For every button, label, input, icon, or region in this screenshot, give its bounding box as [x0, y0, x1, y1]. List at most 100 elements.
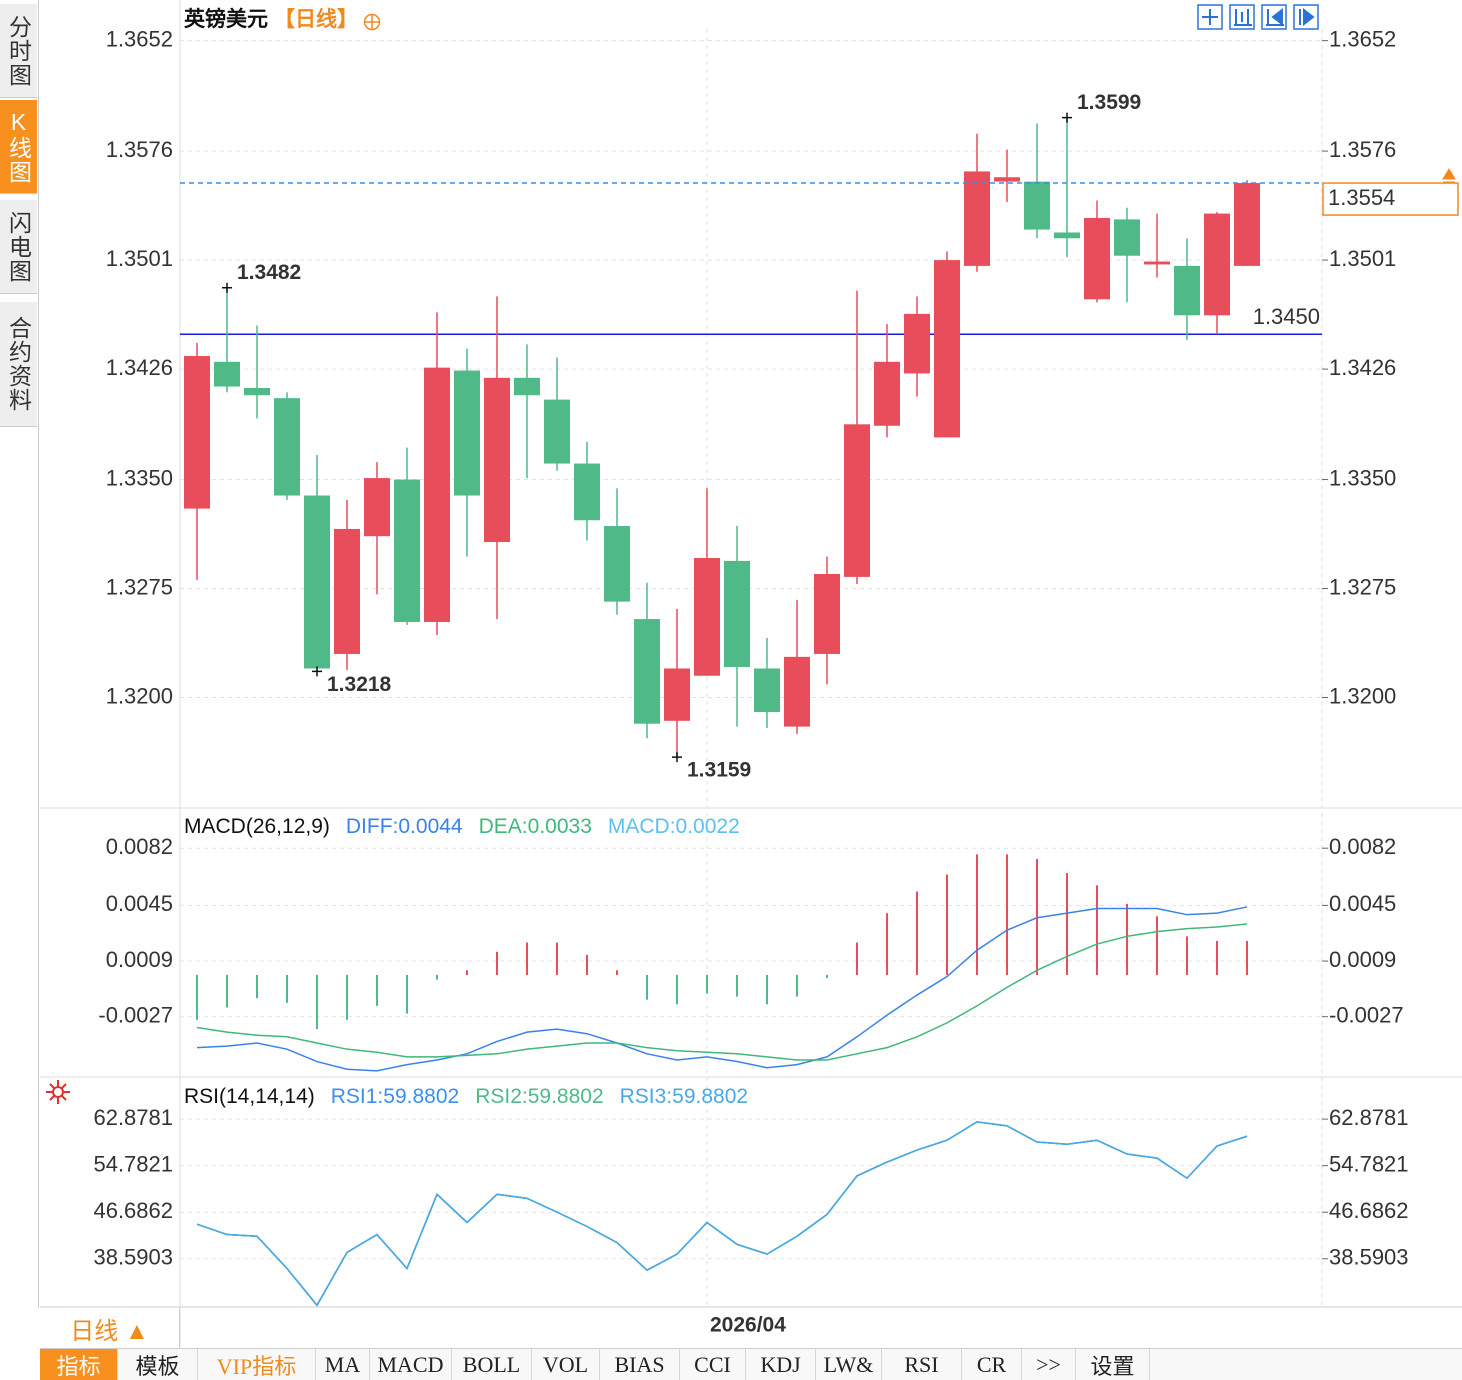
y-tick-label: -0.0027 [98, 1003, 173, 1028]
sidebar: 分时图 K线图 闪电图 合约资料 [0, 0, 39, 1308]
legend-entry: RSI2:59.8802 [475, 1085, 603, 1108]
zoom-icon-glyph [1202, 9, 1218, 25]
candle-body [214, 361, 240, 387]
sidebar-tab[interactable]: 闪电图 [0, 200, 37, 294]
indicator-toolbar: 指标 模板 VIP指标 MA MACD BOLL VOL BIAS CCI KD… [40, 1348, 1462, 1380]
forward-icon-glyph [1299, 7, 1315, 27]
panel-header: MACD(26,12,9) DIFF:0.0044 DEA:0.0033 MACD:0… [184, 815, 740, 838]
candle-body [1084, 217, 1110, 300]
y-tick-label: 1.3350 [106, 465, 173, 490]
y-tick-label: 1.3652 [106, 26, 173, 51]
extreme-marker [672, 752, 682, 763]
y-tick-label: 0.0045 [106, 891, 173, 916]
extreme-label: 1.3218 [327, 673, 392, 696]
x-tick-label: 2026/04 [710, 1314, 786, 1337]
candle-body [1054, 232, 1080, 239]
last-price-arrow [1442, 168, 1456, 183]
toolbar-tab[interactable]: BIAS [600, 1349, 680, 1380]
y2-tick-label: 1.3275 [1329, 574, 1396, 599]
candle-icon-glyph [1234, 9, 1252, 26]
y-tick-label: 0.0082 [106, 834, 173, 859]
toolbar-tab[interactable]: RSI [882, 1349, 962, 1380]
y-tick-label: 1.3501 [106, 246, 173, 271]
title: MACD(26,12,9) [184, 815, 330, 838]
icon-rays [46, 1080, 70, 1104]
toolbar-tab[interactable]: CCI [680, 1349, 746, 1380]
candle-body [904, 313, 930, 374]
last-price-tag [1322, 182, 1459, 216]
toolbar-icons[interactable] [1197, 4, 1319, 30]
toolbar-tab[interactable]: LW& [816, 1349, 882, 1380]
sidebar-tab[interactable]: 分时图 [0, 4, 37, 98]
sidebar-tab[interactable]: 合约资料 [0, 302, 37, 427]
subtitle: 【日线】 [274, 7, 358, 31]
toolbar-tab[interactable]: BOLL [452, 1349, 532, 1380]
last-price-label: 1.3554 [1328, 185, 1395, 210]
y2-tick-label: 0.0009 [1329, 947, 1396, 972]
toolbar-tab[interactable]: MA [316, 1349, 370, 1380]
toolbar-tab[interactable]: 模板 [118, 1349, 198, 1380]
candle-body [604, 526, 630, 602]
candle-body [364, 478, 390, 537]
toolbar-tab[interactable]: VIP指标 [198, 1349, 316, 1380]
candle-body [1114, 219, 1140, 256]
legend-entry: DIFF:0.0044 [346, 815, 463, 838]
extreme-label: 1.3482 [237, 261, 301, 284]
y-tick-label: 46.6862 [93, 1198, 173, 1223]
extreme-marker [222, 282, 232, 293]
candle-body [1024, 181, 1050, 230]
y-tick-label: 62.8781 [93, 1105, 173, 1130]
candle-body [454, 370, 480, 496]
y2-tick-label: 54.7821 [1329, 1151, 1409, 1176]
series-line [196, 923, 1248, 1061]
y2-tick-label: 1.3501 [1329, 246, 1396, 271]
icon-ring [52, 1086, 64, 1098]
candle-body [1144, 261, 1170, 265]
legend-entry: RSI1:59.8802 [331, 1085, 459, 1108]
candle-body [964, 171, 990, 266]
extreme-label: 1.3159 [687, 759, 751, 782]
panel-header: RSI(14,14,14) RSI1:59.8802 RSI2:59.8802 RSI… [184, 1085, 748, 1108]
toolbar-tab[interactable]: CR [962, 1349, 1022, 1380]
y2-tick-label: 1.3200 [1329, 683, 1396, 708]
period-selector[interactable]: 日线 ▲ [40, 1309, 180, 1347]
toolbar-tab[interactable]: 指标 [40, 1349, 118, 1380]
toolbar-tab[interactable]: VOL [532, 1349, 600, 1380]
y2-tick-label: 1.3426 [1329, 355, 1396, 380]
candle-body [814, 574, 840, 654]
add-icon-glyph [364, 14, 380, 30]
price-level-label: 1.3450 [1253, 304, 1320, 329]
toolbar-tab[interactable]: MACD [370, 1349, 452, 1380]
extreme-marker [312, 666, 322, 677]
legend-entry: DEA:0.0033 [479, 815, 592, 838]
y2-tick-label: 0.0045 [1329, 891, 1396, 916]
candle-body [1204, 213, 1230, 316]
legend-entry: RSI3:59.8802 [620, 1085, 748, 1108]
y2-tick-label: 1.3576 [1329, 137, 1396, 162]
back-icon-glyph [1266, 7, 1284, 27]
y-tick-label: 1.3576 [106, 137, 173, 162]
sidebar-tab-active[interactable]: K线图 [0, 100, 37, 194]
candle-body [334, 528, 360, 654]
toolbar-tab[interactable]: >> [1022, 1349, 1076, 1380]
y2-tick-label: 62.8781 [1329, 1105, 1409, 1130]
y2-tick-label: 38.5903 [1329, 1245, 1409, 1270]
y2-tick-label: 1.3350 [1329, 465, 1396, 490]
y-tick-label: 1.3275 [106, 574, 173, 599]
candle-body [424, 367, 450, 622]
candle-body [934, 260, 960, 438]
candle-body [784, 656, 810, 727]
candle-body [304, 495, 330, 669]
y-tick-label: 1.3200 [106, 683, 173, 708]
toolbar-tab[interactable]: KDJ [746, 1349, 816, 1380]
candle-body [994, 177, 1020, 182]
y2-tick-label: 46.6862 [1329, 1198, 1409, 1223]
candle-body [574, 463, 600, 521]
y-tick-label: 0.0009 [106, 947, 173, 972]
candle-body [1234, 183, 1260, 266]
series-line [196, 906, 1248, 1072]
rsi-settings-icon[interactable] [46, 1080, 70, 1104]
candle-body [394, 479, 420, 622]
toolbar-tab[interactable]: 设置 [1076, 1349, 1150, 1380]
